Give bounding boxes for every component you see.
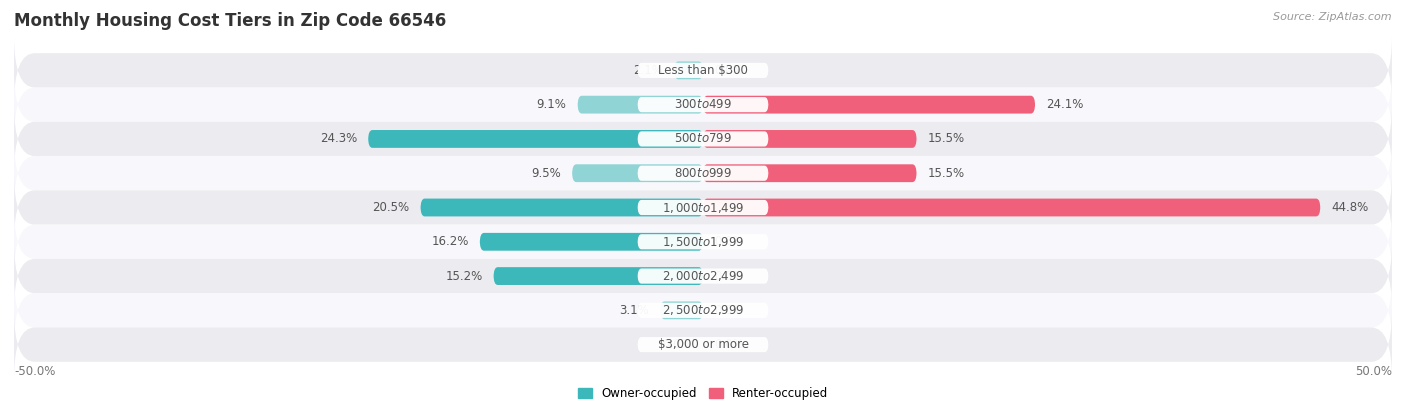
FancyBboxPatch shape <box>703 164 917 182</box>
FancyBboxPatch shape <box>14 71 1392 139</box>
FancyBboxPatch shape <box>479 233 703 251</box>
Text: 0.0%: 0.0% <box>714 270 744 283</box>
Text: Less than $300: Less than $300 <box>658 64 748 77</box>
Text: $300 to $499: $300 to $499 <box>673 98 733 111</box>
Text: $2,500 to $2,999: $2,500 to $2,999 <box>662 303 744 317</box>
Text: 9.5%: 9.5% <box>531 167 561 180</box>
Legend: Owner-occupied, Renter-occupied: Owner-occupied, Renter-occupied <box>578 387 828 400</box>
FancyBboxPatch shape <box>420 199 703 216</box>
FancyBboxPatch shape <box>661 301 703 319</box>
FancyBboxPatch shape <box>703 96 1035 114</box>
FancyBboxPatch shape <box>637 200 769 215</box>
Text: 15.5%: 15.5% <box>928 167 965 180</box>
Text: 9.1%: 9.1% <box>537 98 567 111</box>
Text: 24.3%: 24.3% <box>321 132 357 145</box>
Text: 20.5%: 20.5% <box>373 201 409 214</box>
Text: 0.0%: 0.0% <box>714 64 744 77</box>
FancyBboxPatch shape <box>14 310 1392 379</box>
FancyBboxPatch shape <box>637 303 769 318</box>
Text: 15.2%: 15.2% <box>446 270 482 283</box>
Text: 2.1%: 2.1% <box>633 64 664 77</box>
Text: 16.2%: 16.2% <box>432 235 468 248</box>
Text: 44.8%: 44.8% <box>1331 201 1368 214</box>
FancyBboxPatch shape <box>14 208 1392 276</box>
FancyBboxPatch shape <box>637 337 769 352</box>
Text: 0.0%: 0.0% <box>662 338 692 351</box>
FancyBboxPatch shape <box>637 166 769 181</box>
FancyBboxPatch shape <box>14 276 1392 344</box>
FancyBboxPatch shape <box>368 130 703 148</box>
Text: 50.0%: 50.0% <box>1355 365 1392 378</box>
FancyBboxPatch shape <box>637 97 769 112</box>
FancyBboxPatch shape <box>673 61 703 79</box>
FancyBboxPatch shape <box>703 199 1320 216</box>
FancyBboxPatch shape <box>14 173 1392 242</box>
Text: 3.1%: 3.1% <box>620 304 650 317</box>
Text: 24.1%: 24.1% <box>1046 98 1084 111</box>
FancyBboxPatch shape <box>14 36 1392 105</box>
Text: $500 to $799: $500 to $799 <box>673 132 733 145</box>
FancyBboxPatch shape <box>14 242 1392 310</box>
FancyBboxPatch shape <box>637 269 769 283</box>
Text: -50.0%: -50.0% <box>14 365 55 378</box>
FancyBboxPatch shape <box>703 130 917 148</box>
Text: $1,000 to $1,499: $1,000 to $1,499 <box>662 200 744 215</box>
Text: $800 to $999: $800 to $999 <box>673 167 733 180</box>
Text: 0.0%: 0.0% <box>714 338 744 351</box>
Text: 0.0%: 0.0% <box>714 235 744 248</box>
FancyBboxPatch shape <box>578 96 703 114</box>
FancyBboxPatch shape <box>14 105 1392 173</box>
FancyBboxPatch shape <box>637 234 769 249</box>
FancyBboxPatch shape <box>572 164 703 182</box>
FancyBboxPatch shape <box>637 132 769 146</box>
Text: Source: ZipAtlas.com: Source: ZipAtlas.com <box>1274 12 1392 22</box>
Text: $1,500 to $1,999: $1,500 to $1,999 <box>662 235 744 249</box>
FancyBboxPatch shape <box>637 63 769 78</box>
Text: $3,000 or more: $3,000 or more <box>658 338 748 351</box>
Text: 15.5%: 15.5% <box>928 132 965 145</box>
Text: 0.0%: 0.0% <box>714 304 744 317</box>
FancyBboxPatch shape <box>14 139 1392 208</box>
FancyBboxPatch shape <box>494 267 703 285</box>
Text: $2,000 to $2,499: $2,000 to $2,499 <box>662 269 744 283</box>
Text: Monthly Housing Cost Tiers in Zip Code 66546: Monthly Housing Cost Tiers in Zip Code 6… <box>14 12 446 30</box>
